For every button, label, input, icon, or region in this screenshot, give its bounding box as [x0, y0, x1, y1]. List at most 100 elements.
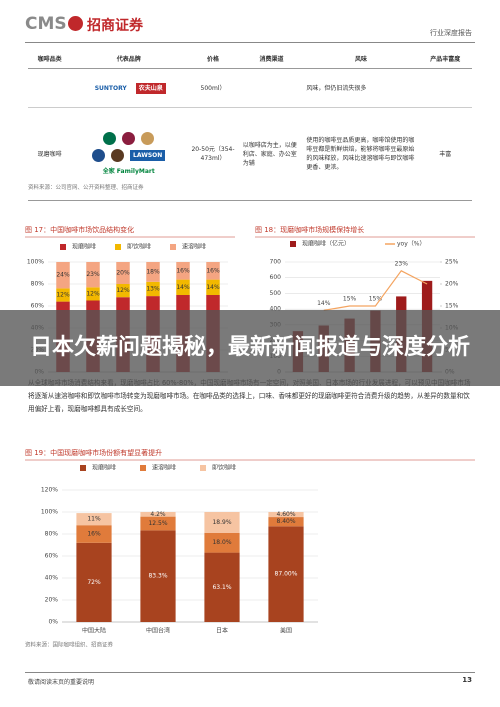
figure-title: 图 17：中国咖啡市场饮品结构变化 — [25, 225, 134, 234]
brand-logo: SUNTORY — [94, 84, 127, 92]
bar-segment — [268, 517, 304, 527]
table-header: 咖啡品类 代表品牌 价格 消费渠道 风味 产品丰富度 — [28, 50, 472, 69]
cell: 500ml） — [186, 68, 240, 108]
legend-label: 即饮咖啡 — [127, 243, 151, 251]
cell: 风味，但仍旧流失很多 — [303, 68, 419, 108]
bar-segment — [176, 279, 190, 295]
y-tick-label: 600 — [270, 274, 282, 281]
brand-icon — [103, 131, 117, 145]
legend-swatch — [80, 465, 86, 471]
x-tick-label: 中国大陆 — [82, 627, 106, 635]
bar-segment — [56, 288, 70, 302]
cell — [418, 68, 472, 108]
cell: 丰富 — [418, 107, 472, 201]
header-rule — [25, 42, 475, 43]
table-source: 资料来源：公司官网、公开资料整理、招商证券 — [28, 185, 144, 191]
header-cell: 咖啡品类 — [28, 50, 72, 69]
y-tick-label: 100% — [41, 509, 58, 516]
data-label: 4.2% — [150, 511, 166, 518]
data-label: 23% — [86, 271, 100, 278]
header-cell: 产品丰富度 — [418, 50, 472, 69]
bar-segment — [206, 262, 220, 280]
bar-segment — [204, 512, 240, 533]
bar-segment — [140, 512, 176, 517]
bar-segment — [86, 262, 100, 288]
legend-label: 现磨咖啡 — [92, 464, 116, 472]
data-label: 14% — [317, 300, 331, 307]
page-number: 13 — [462, 676, 472, 684]
brand-icon — [92, 148, 106, 162]
x-tick-label: 日本 — [216, 627, 228, 635]
cell: LAWSON 全家 FamilyMart — [71, 107, 187, 201]
y2-tick-label: 20% — [445, 281, 459, 288]
data-label: 63.1% — [212, 584, 231, 591]
cell — [28, 68, 72, 108]
overlay-title: 日本欠薪问题揭秘，最新新闻报道与深度分析 — [0, 310, 500, 386]
data-label: 12% — [86, 290, 100, 297]
brand-icon — [141, 131, 155, 145]
header-cell: 代表品牌 — [71, 50, 187, 69]
y-tick-label: 80% — [31, 281, 45, 288]
y2-tick-label: 25% — [445, 259, 459, 266]
brand-logo: 农夫山泉 — [135, 82, 166, 94]
company-name: 招商证券 — [87, 18, 143, 34]
data-label: 15% — [369, 296, 383, 303]
bar-segment — [140, 530, 176, 622]
data-label: 18.9% — [212, 519, 231, 526]
bar-segment — [56, 262, 70, 289]
data-label: 13% — [146, 285, 160, 292]
header-cell: 消费渠道 — [239, 50, 304, 69]
y-tick-label: 0% — [48, 619, 58, 626]
legend-label: 现磨咖啡 — [72, 243, 96, 251]
logo-icon — [68, 16, 83, 31]
bar-segment — [204, 552, 240, 622]
cell: 以咖啡店为主，以便利店、家庭、办公室为辅 — [239, 107, 304, 201]
bar-segment — [76, 525, 112, 543]
legend-swatch — [200, 465, 206, 471]
data-label: 15% — [343, 296, 357, 303]
y-tick-label: 20% — [45, 597, 59, 604]
cell: 20-50元（354-473ml） — [186, 107, 240, 201]
brand-logo: LAWSON — [130, 149, 166, 161]
footer-note: 敬请阅读末页的重要说明 — [28, 679, 95, 686]
data-label: 11% — [87, 516, 101, 523]
bar-segment — [206, 279, 220, 295]
bar-segment — [146, 281, 160, 297]
legend-label: 即饮咖啡 — [212, 464, 236, 472]
bar-segment — [140, 516, 176, 531]
brand-logo: 全家 FamilyMart — [102, 167, 155, 175]
legend-swatch — [140, 465, 146, 471]
figure-source: 资料来源：国际咖啡组织、招商证券 — [25, 641, 114, 649]
y-tick-label: 700 — [270, 259, 282, 266]
report-type: 行业深度报告 — [430, 29, 472, 37]
bar-segment — [176, 262, 190, 280]
bar-segment — [76, 513, 112, 526]
legend-label: 速溶咖啡 — [152, 464, 176, 472]
y-tick-label: 80% — [45, 531, 59, 538]
bar-segment — [204, 532, 240, 553]
data-label: 16% — [176, 267, 190, 274]
cell: SUNTORY 农夫山泉 — [71, 68, 187, 108]
legend-swatch — [170, 244, 176, 250]
table-row: SUNTORY 农夫山泉 500ml） 风味，但仍旧流失很多 — [28, 68, 472, 108]
data-label: 23% — [395, 260, 409, 267]
y-tick-label: 500 — [270, 290, 282, 297]
data-label: 14% — [206, 284, 220, 291]
y-tick-label: 60% — [31, 303, 45, 310]
bar-segment — [116, 284, 130, 298]
data-label: 4.60% — [276, 511, 295, 518]
data-label: 16% — [206, 267, 220, 274]
data-label: 14% — [176, 284, 190, 291]
cell: 使用的咖啡豆品质更高，咖啡馆使用的咖啡豆都是新鲜烘焙，能够将咖啡豆最原始的风味释… — [303, 107, 419, 201]
data-label: 12% — [56, 292, 70, 299]
yoy-line — [323, 270, 428, 311]
y-tick-label: 40% — [45, 575, 59, 582]
data-label: 20% — [116, 270, 130, 277]
bar-segment — [268, 526, 304, 622]
bar-segment — [268, 512, 304, 518]
logo: CMS — [25, 14, 67, 34]
y-tick-label: 400 — [270, 306, 282, 313]
bar-segment — [116, 262, 130, 284]
figure-title: 图 18：现磨咖啡市场规模保持增长 — [255, 225, 364, 234]
